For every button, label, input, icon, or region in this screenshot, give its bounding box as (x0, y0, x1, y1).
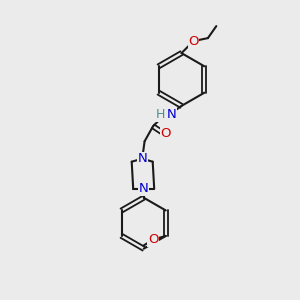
Text: N: N (167, 108, 176, 122)
Text: O: O (188, 34, 199, 48)
Text: O: O (148, 233, 158, 246)
Text: N: N (137, 152, 147, 165)
Text: H: H (156, 108, 165, 122)
Text: N: N (139, 182, 148, 195)
Text: O: O (161, 127, 171, 140)
